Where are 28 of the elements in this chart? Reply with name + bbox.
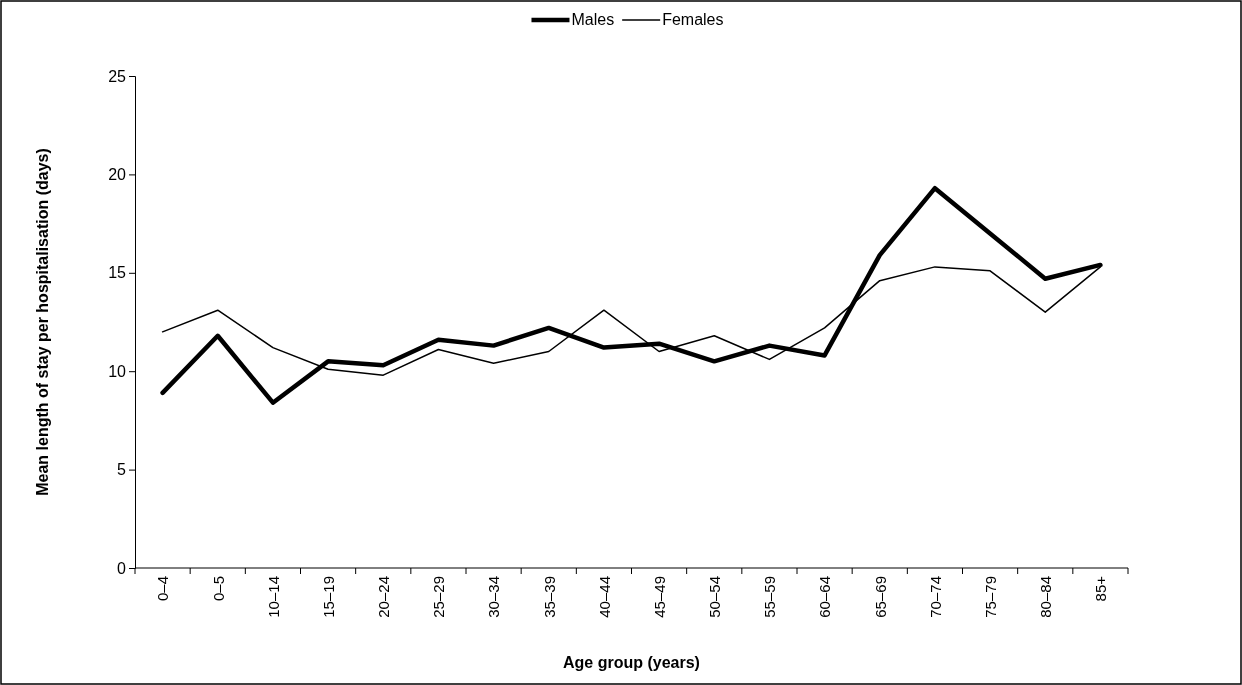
x-tick-label: 30–34 bbox=[485, 576, 503, 618]
x-tick-label: 15–19 bbox=[319, 576, 337, 618]
x-tick-label: 75–79 bbox=[981, 576, 999, 618]
y-tick-label: 10 bbox=[108, 362, 127, 380]
legend-label: Males bbox=[571, 11, 615, 28]
x-tick-label: 0–4 bbox=[154, 576, 172, 602]
x-tick-label: 35–39 bbox=[540, 576, 558, 618]
x-tick-label: 80–84 bbox=[1037, 576, 1054, 618]
x-tick-label: 85+ bbox=[1092, 575, 1110, 602]
x-tick-label: 10–14 bbox=[264, 576, 282, 618]
y-tick-label: 5 bbox=[117, 461, 127, 479]
x-tick-label: 50–54 bbox=[706, 576, 723, 618]
x-tick-label: 45–49 bbox=[650, 576, 668, 618]
y-tick-label: 15 bbox=[108, 264, 127, 282]
x-tick-label: 70–74 bbox=[926, 576, 944, 618]
y-tick-label: 25 bbox=[108, 67, 127, 85]
x-axis-title: Age group (years) bbox=[563, 654, 700, 671]
x-tick-label: 65–69 bbox=[871, 576, 889, 618]
legend-label: Females bbox=[662, 11, 724, 28]
x-tick-label: 55–59 bbox=[761, 576, 779, 618]
y-axis-title: Mean length of stay per hospitalisation (days) bbox=[34, 148, 51, 496]
x-tick-label: 0–5 bbox=[209, 576, 227, 602]
x-tick-label: 60–64 bbox=[816, 576, 834, 618]
y-tick-label: 0 bbox=[117, 559, 127, 577]
y-tick-label: 20 bbox=[108, 166, 127, 184]
x-tick-label: 20–24 bbox=[375, 576, 392, 618]
x-tick-label: 25–29 bbox=[430, 576, 448, 618]
x-tick-label: 40–44 bbox=[595, 576, 613, 618]
